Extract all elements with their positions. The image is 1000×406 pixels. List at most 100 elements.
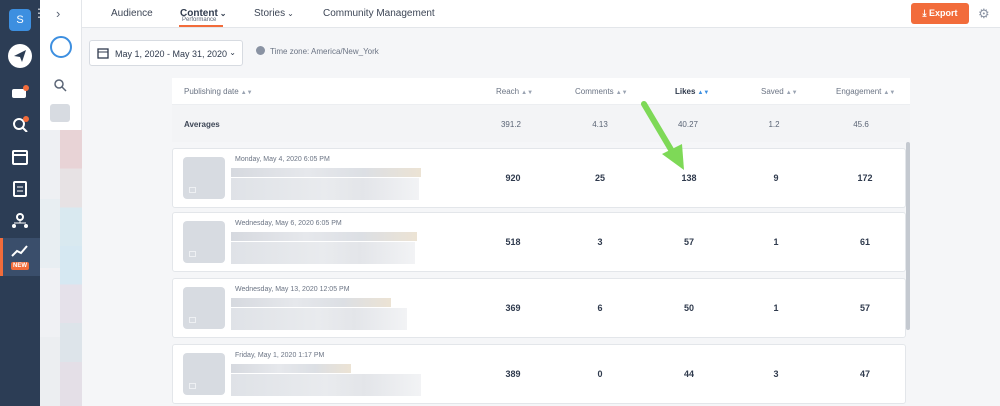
profile-thumbnail[interactable] [50,104,70,122]
column-publishing-date[interactable]: Publishing date ▲▼ [184,87,253,96]
column-label: Comments [575,87,614,96]
sort-icon: ▲▼ [521,90,534,96]
column-comments[interactable]: Comments ▲▼ [575,87,628,96]
export-button[interactable]: ⤓ Export [911,3,969,24]
column-label: Saved [761,87,784,96]
inbox-icon[interactable] [11,84,29,100]
sort-icon: ▲▼ [615,90,628,96]
blurred-caption [231,298,391,307]
avg-reach: 391.2 [500,120,522,129]
cell-engagement: 61 [859,237,870,247]
table-row[interactable]: Friday, May 1, 2020 1:17 PM 389 0 44 3 4… [172,344,906,404]
blurred-profile-strip [60,130,82,406]
cell-comments: 6 [597,303,603,313]
cell-reach: 389 [505,369,521,379]
blurred-caption [231,232,417,241]
cell-saved: 1 [773,303,779,313]
blurred-profile-list [40,130,60,406]
table-row[interactable]: Monday, May 4, 2020 6:05 PM 920 25 138 9… [172,148,906,208]
profile-column: › [40,0,82,406]
post-date: Wednesday, May 6, 2020 6:05 PM [235,220,342,227]
search-icon[interactable] [53,78,67,92]
cell-likes: 50 [683,303,694,313]
account-avatar[interactable] [50,36,72,58]
workspace-avatar[interactable]: S [9,9,31,31]
left-navigation-rail: S ⋮ NEW [0,0,45,406]
post-thumbnail [183,221,225,263]
cell-comments: 0 [597,369,603,379]
sort-icon: ▲▼ [697,90,710,96]
sort-icon: ▲▼ [240,90,253,96]
image-icon [189,317,196,323]
gear-icon[interactable]: ⚙ [978,6,990,21]
expand-chevron-icon[interactable]: › [56,6,61,21]
column-saved[interactable]: Saved ▲▼ [761,87,798,96]
planner-icon[interactable] [11,181,29,197]
column-likes[interactable]: Likes ▲▼ [675,87,709,96]
blurred-caption [231,364,351,373]
compose-button[interactable] [8,44,32,68]
cell-engagement: 57 [859,303,870,313]
avg-saved: 1.2 [768,120,780,129]
column-label: Publishing date [184,87,239,96]
image-icon [189,383,196,389]
cell-saved: 1 [773,237,779,247]
tab-stories-label: Stories [254,8,286,19]
cell-saved: 9 [773,173,779,183]
annotation-arrow-icon [641,101,684,170]
blurred-caption [231,168,421,177]
image-icon [189,251,196,257]
sort-icon: ▲▼ [883,90,896,96]
column-reach[interactable]: Reach ▲▼ [496,87,533,96]
top-navigation: Audience Content ⌄ Performance Stories ⌄ C… [82,0,1000,28]
post-date: Monday, May 4, 2020 6:05 PM [235,156,330,163]
more-icon[interactable]: ⋮ [33,6,45,20]
cell-saved: 3 [773,369,779,379]
cell-likes: 44 [683,369,694,379]
date-range-picker[interactable]: May 1, 2020 - May 31, 2020 ⌄ [89,40,243,66]
blurred-caption [231,308,407,330]
column-label: Reach [496,87,520,96]
sort-icon: ▲▼ [785,90,798,96]
cell-comments: 25 [594,173,605,183]
download-icon: ⤓ [922,8,927,18]
cell-comments: 3 [597,237,603,247]
post-thumbnail [183,157,225,199]
clock-icon [256,46,265,55]
post-thumbnail [183,287,225,329]
cell-reach: 920 [505,173,521,183]
tab-community-management[interactable]: Community Management [323,8,435,19]
send-icon [14,50,26,62]
calendar-icon [97,48,109,59]
column-engagement[interactable]: Engagement ▲▼ [836,87,895,96]
blurred-caption [231,374,421,396]
calendar-icon[interactable] [11,149,29,165]
table-scrollbar[interactable] [906,142,910,330]
timezone-label: Time zone: America/New_York [256,46,379,56]
network-icon[interactable] [11,213,29,229]
tab-content-subtitle: Performance [182,17,217,23]
table-row[interactable]: Wednesday, May 13, 2020 12:05 PM 369 6 5… [172,278,906,338]
cell-reach: 518 [505,237,521,247]
tab-content[interactable]: Content ⌄ [180,8,226,19]
avg-comments: 4.13 [592,120,608,129]
column-label: Likes [675,87,696,96]
tab-audience[interactable]: Audience [111,8,153,19]
averages-row: Averages 391.2 4.13 40.27 1.2 45.6 [172,104,910,142]
tab-stories[interactable]: Stories ⌄ [254,8,294,19]
new-badge: NEW [11,262,29,270]
post-date: Wednesday, May 13, 2020 12:05 PM [235,286,350,293]
timezone-text: Time zone: America/New_York [270,47,379,56]
table-header: Publishing date ▲▼ Reach ▲▼ Comments ▲▼ Lik… [172,78,910,104]
blurred-caption [231,242,415,264]
avg-likes: 40.27 [677,120,699,129]
cell-engagement: 172 [857,173,873,183]
column-label: Engagement [836,87,882,96]
cell-likes: 138 [681,173,697,183]
analytics-icon [11,245,28,257]
table-row[interactable]: Wednesday, May 6, 2020 6:05 PM 518 3 57 … [172,212,906,272]
listening-icon[interactable] [11,116,29,132]
chevron-down-icon: ⌄ [229,48,236,57]
averages-label: Averages [184,120,220,129]
chevron-down-icon: ⌄ [287,9,294,18]
